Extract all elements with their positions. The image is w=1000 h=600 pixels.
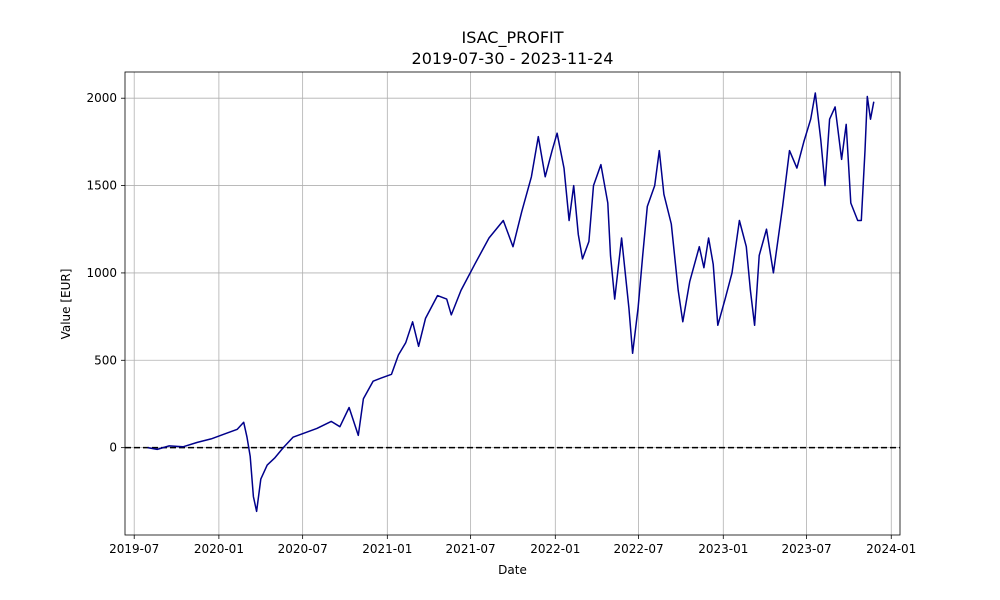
y-tick-label: 1500 bbox=[86, 179, 117, 193]
plot-area bbox=[124, 71, 901, 536]
y-tick-label: 1000 bbox=[86, 266, 117, 280]
x-tick-label: 2024-01 bbox=[866, 542, 916, 556]
x-tick-label: 2021-07 bbox=[446, 542, 496, 556]
series-line-isac-profit bbox=[147, 92, 875, 513]
y-tick-label: 2000 bbox=[86, 91, 117, 105]
y-axis-label: Value [EUR] bbox=[59, 269, 73, 340]
x-tick-label: 2023-07 bbox=[782, 542, 832, 556]
x-tick-label: 2022-07 bbox=[614, 542, 664, 556]
chart-subtitle: 2019-07-30 - 2023-11-24 bbox=[412, 49, 614, 68]
axis-ticks: 2019-07 2020-01 2020-07 2021-01 2021-07 2022-… bbox=[86, 91, 916, 556]
x-tick-label: 2020-01 bbox=[194, 542, 244, 556]
y-tick-label: 500 bbox=[94, 353, 117, 367]
chart-title: ISAC_PROFIT bbox=[461, 28, 563, 48]
x-axis-label: Date bbox=[498, 563, 527, 577]
y-tick-label: 0 bbox=[109, 441, 117, 455]
grid-lines bbox=[125, 72, 900, 535]
x-tick-label: 2020-07 bbox=[278, 542, 328, 556]
x-tick-label: 2021-01 bbox=[362, 542, 412, 556]
x-tick-label: 2023-01 bbox=[698, 542, 748, 556]
x-tick-label: 2019-07 bbox=[109, 542, 159, 556]
x-tick-label: 2022-01 bbox=[530, 542, 580, 556]
